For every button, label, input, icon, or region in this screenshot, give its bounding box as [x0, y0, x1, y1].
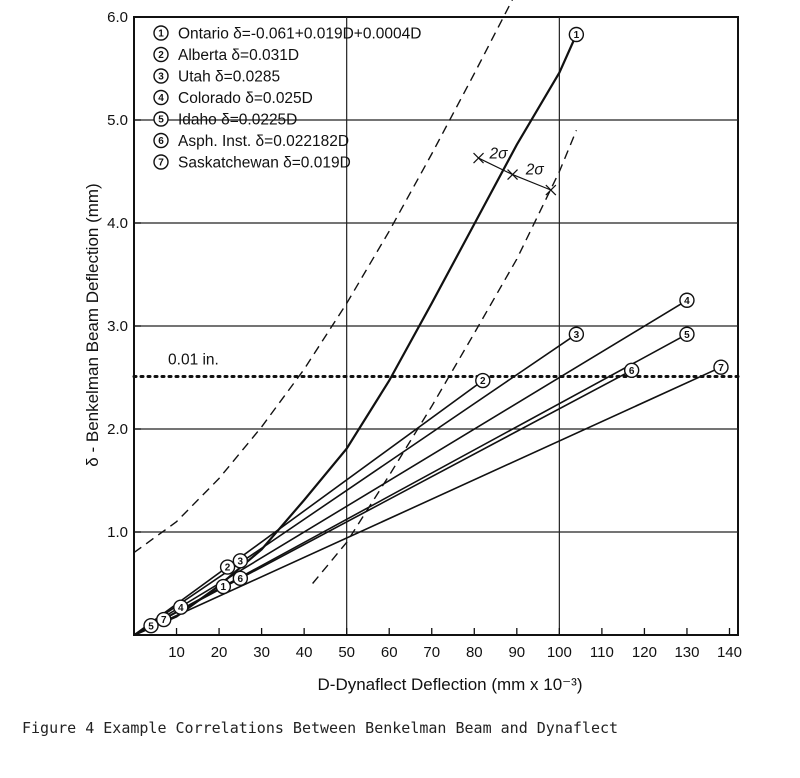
series-line-3 — [133, 333, 577, 636]
x-axis-title: D-Dynaflect Deflection (mm x 10⁻³) — [318, 675, 583, 694]
marker-number-1: 1 — [574, 30, 580, 41]
x-tick-label: 130 — [674, 644, 699, 661]
sigma-cross — [473, 152, 484, 164]
band-line — [133, 0, 514, 554]
y-tick-label: 2.0 — [107, 421, 128, 438]
x-tick-label: 10 — [168, 644, 185, 661]
confidence-bands — [133, 0, 578, 584]
series-line-4 — [133, 299, 688, 636]
legend-marker-1 — [153, 25, 169, 41]
marker-number-3: 3 — [238, 556, 244, 567]
marker-circle-5 — [679, 326, 695, 342]
x-tick-label: 40 — [296, 644, 313, 661]
x-axis-ticks: 10 20 30 40 50 60 70 80 90 100 110 120 130 140 — [168, 628, 742, 661]
sigma-cross — [545, 184, 557, 196]
marker-number-3: 3 — [574, 330, 580, 341]
x-tick-label: 70 — [423, 644, 440, 661]
marker-circle-2 — [219, 559, 236, 575]
legend-marker-4 — [153, 89, 169, 106]
reference-line-group: 0.01 in. — [132, 351, 740, 378]
legend-entry-7: Saskatchewan δ=0.019D — [178, 155, 351, 172]
x-tick-label: 120 — [632, 644, 657, 661]
y-tick-label: 3.0 — [107, 318, 128, 335]
sigma-label: 2σ — [489, 145, 509, 162]
marker-circle-2 — [475, 372, 491, 389]
marker-number-2: 2 — [480, 376, 486, 387]
y-tick-label: 6.0 — [107, 9, 128, 26]
band-line — [312, 130, 578, 584]
y-tick-label: 5.0 — [107, 112, 128, 129]
legend-marker-7 — [153, 154, 169, 170]
sigma-cross — [507, 169, 518, 181]
legend-marker-number-1: 1 — [158, 29, 164, 40]
marker-circle-7 — [713, 359, 729, 375]
series-line-7 — [133, 366, 722, 636]
x-tick-label: 140 — [717, 644, 742, 661]
marker-number-6: 6 — [238, 574, 244, 585]
marker-circle-3 — [232, 553, 249, 569]
legend-entry-4: Colorado δ=0.025D — [178, 90, 313, 107]
legend-entry-1: Ontario δ=-0.061+0.019D+0.0004D — [178, 26, 421, 43]
sigma-label: 2σ — [525, 161, 545, 178]
marker-circle-4 — [173, 599, 189, 615]
legend-marker-6 — [153, 132, 169, 149]
x-tick-label: 90 — [508, 644, 525, 661]
marker-circle-1 — [568, 26, 585, 43]
legend-marker-3 — [153, 68, 169, 84]
x-tick-label: 80 — [466, 644, 483, 661]
marker-number-7: 7 — [161, 615, 167, 626]
x-tick-label: 30 — [253, 644, 270, 661]
marker-number-4: 4 — [684, 296, 690, 307]
marker-circle-7 — [156, 611, 172, 628]
y-axis-title: δ - Benkelman Beam Deflection (mm) — [83, 183, 102, 466]
y-tick-label: 4.0 — [107, 215, 128, 232]
marker-circle-6 — [232, 570, 249, 587]
legend-marker-number-2: 2 — [158, 50, 164, 61]
marker-number-7: 7 — [718, 363, 724, 374]
x-tick-label: 110 — [590, 644, 614, 661]
legend-entry-3: Utah δ=0.0285 — [178, 69, 280, 86]
legend-marker-number-6: 6 — [158, 136, 164, 147]
y-tick-label: 1.0 — [107, 524, 128, 541]
marker-number-6: 6 — [629, 366, 635, 377]
legend-marker-number-3: 3 — [158, 72, 164, 83]
marker-number-4: 4 — [178, 603, 184, 614]
legend-entry-6: Asph. Inst. δ=0.022182D — [178, 133, 349, 150]
legend-entry-5: Idaho δ=0.0225D — [178, 112, 297, 129]
x-tick-label: 60 — [381, 644, 398, 661]
legend-marker-2 — [153, 46, 169, 63]
legend-entry-2: Alberta δ=0.031D — [178, 47, 299, 64]
marker-circle-6 — [623, 362, 640, 378]
marker-number-5: 5 — [684, 330, 690, 341]
figure-caption: Figure 4 Example Correlations Between Be… — [22, 719, 619, 737]
marker-circle-3 — [568, 326, 585, 342]
marker-number-1: 1 — [221, 582, 227, 593]
marker-circle-1 — [215, 578, 232, 595]
series-line-2 — [133, 379, 484, 636]
gridlines — [134, 17, 738, 635]
x-tick-label: 50 — [338, 644, 355, 661]
legend-marker-number-4: 4 — [158, 93, 164, 104]
legend-marker-5 — [153, 111, 169, 127]
x-tick-label: 20 — [211, 644, 228, 661]
marker-number-2: 2 — [225, 563, 231, 574]
marker-circle-4 — [679, 292, 695, 308]
sigma-marks: 2σ 2σ — [473, 145, 557, 196]
series-line-6 — [133, 369, 633, 636]
marker-circle-5 — [143, 618, 159, 634]
legend-marker-number-5: 5 — [158, 115, 164, 126]
y-axis-ticks: 1.0 2.0 3.0 4.0 5.0 6.0 — [107, 9, 141, 541]
marker-number-5: 5 — [148, 621, 154, 632]
chart: 10 20 30 40 50 60 70 80 90 100 110 120 130 140 1.0 2.0… — [83, 0, 742, 694]
legend-marker-number-7: 7 — [158, 158, 164, 169]
series-line-1 — [133, 34, 578, 637]
legend: 1 Ontario δ=-0.061+0.019D+0.0004D 2 Alberta… — [153, 25, 421, 172]
x-tick-label: 100 — [547, 644, 572, 661]
reference-line-label: 0.01 in. — [168, 351, 219, 368]
